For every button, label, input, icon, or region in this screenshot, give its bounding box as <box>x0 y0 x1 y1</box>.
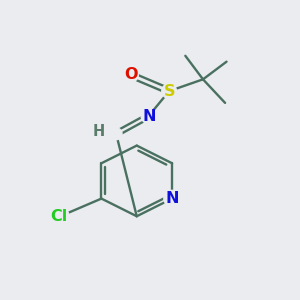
Text: Cl: Cl <box>50 209 67 224</box>
Circle shape <box>141 109 156 124</box>
Text: S: S <box>164 84 175 99</box>
Circle shape <box>162 84 176 98</box>
Text: N: N <box>143 109 157 124</box>
Circle shape <box>124 68 138 82</box>
Text: N: N <box>165 191 179 206</box>
Circle shape <box>110 128 122 140</box>
Circle shape <box>51 207 69 225</box>
Text: O: O <box>124 68 138 82</box>
Circle shape <box>164 190 180 207</box>
Text: H: H <box>93 124 105 139</box>
